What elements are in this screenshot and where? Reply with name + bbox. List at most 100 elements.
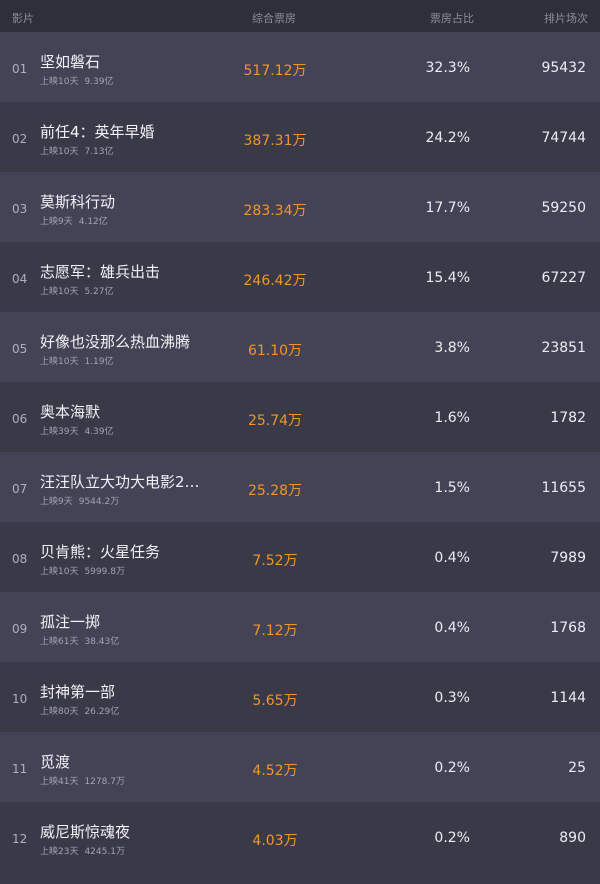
rank: 06 [12, 412, 28, 426]
table-row[interactable]: 11 觅渡 上映41天 1278.7万 4.52万 0.2% 25 [0, 732, 600, 802]
movie-title[interactable]: 贝肯熊：火星任务 [40, 543, 161, 561]
rank: 01 [12, 62, 28, 76]
header-film: 影片 [12, 12, 34, 25]
table-row[interactable]: 05 好像也没那么热血沸腾 上映10天 1.19亿 61.10万 3.8% 238… [0, 312, 600, 382]
box-office: 246.42万 [243, 273, 307, 289]
box-office-share: 0.3% [434, 690, 470, 706]
box-office: 283.34万 [243, 203, 307, 219]
rank: 12 [12, 832, 28, 846]
rank: 11 [12, 762, 28, 776]
release-days: 上映23天 [40, 847, 79, 857]
table-header: 影片 综合票房 票房占比 排片场次 [0, 0, 600, 32]
box-office-share: 24.2% [425, 130, 470, 146]
box-office: 4.03万 [252, 833, 298, 849]
box-office-share: 0.2% [434, 830, 470, 846]
release-days: 上映10天 [40, 147, 79, 157]
movie-title[interactable]: 威尼斯惊魂夜 [40, 823, 131, 841]
movie-subinfo: 上映39天 4.39亿 [40, 424, 114, 437]
total-box-office: 5999.8万 [84, 567, 125, 577]
rank: 02 [12, 132, 28, 146]
table-row[interactable]: 01 坚如磐石 上映10天 9.39亿 517.12万 32.3% 95432 [0, 32, 600, 102]
release-days: 上映9天 [40, 217, 73, 227]
show-count: 67227 [541, 270, 586, 286]
box-office-share: 32.3% [425, 60, 470, 76]
total-box-office: 9544.2万 [78, 497, 120, 507]
rank: 10 [12, 692, 28, 706]
table-row[interactable]: 07 汪汪队立大功大电影2… 上映9天 9544.2万 25.28万 1.5% 1… [0, 452, 600, 522]
rank: 03 [12, 202, 28, 216]
movie-subinfo: 上映10天 9.39亿 [40, 74, 114, 87]
movie-subinfo: 上映61天 38.43亿 [40, 634, 119, 647]
header-box-office[interactable]: 综合票房 [252, 12, 296, 25]
movie-list: 01 坚如磐石 上映10天 9.39亿 517.12万 32.3% 95432 0… [0, 32, 600, 872]
box-office: 25.28万 [247, 483, 303, 499]
total-box-office: 4.12亿 [78, 217, 108, 227]
movie-title[interactable]: 封神第一部 [40, 683, 116, 701]
movie-subinfo: 上映80天 26.29亿 [40, 704, 119, 717]
show-count: 1782 [550, 410, 586, 426]
movie-subinfo: 上映10天 5999.8万 [40, 564, 125, 577]
movie-title[interactable]: 觅渡 [40, 753, 71, 771]
release-days: 上映9天 [40, 497, 73, 507]
box-office: 7.12万 [252, 623, 298, 639]
release-days: 上映41天 [40, 777, 79, 787]
total-box-office: 7.13亿 [84, 147, 114, 157]
show-count: 890 [559, 830, 586, 846]
total-box-office: 5.27亿 [84, 287, 114, 297]
release-days: 上映10天 [40, 287, 79, 297]
show-count: 23851 [541, 340, 586, 356]
rank: 09 [12, 622, 28, 636]
total-box-office: 1.19亿 [84, 357, 114, 367]
box-office-share: 0.4% [434, 620, 470, 636]
table-row[interactable]: 12 威尼斯惊魂夜 上映23天 4245.1万 4.03万 0.2% 890 [0, 802, 600, 872]
total-box-office: 1278.7万 [84, 777, 125, 787]
show-count: 59250 [541, 200, 586, 216]
movie-subinfo: 上映10天 7.13亿 [40, 144, 114, 157]
movie-title[interactable]: 奥本海默 [40, 403, 101, 421]
total-box-office: 4.39亿 [84, 427, 114, 437]
release-days: 上映39天 [40, 427, 79, 437]
box-office: 7.52万 [252, 553, 298, 569]
release-days: 上映10天 [40, 357, 79, 367]
rank: 07 [12, 482, 28, 496]
show-count: 7989 [550, 550, 586, 566]
box-office: 61.10万 [247, 343, 303, 359]
movie-subinfo: 上映10天 1.19亿 [40, 354, 114, 367]
release-days: 上映10天 [40, 77, 79, 87]
table-row[interactable]: 08 贝肯熊：火星任务 上映10天 5999.8万 7.52万 0.4% 7989 [0, 522, 600, 592]
table-row[interactable]: 06 奥本海默 上映39天 4.39亿 25.74万 1.6% 1782 [0, 382, 600, 452]
table-row[interactable]: 03 莫斯科行动 上映9天 4.12亿 283.34万 17.7% 59250 [0, 172, 600, 242]
movie-title[interactable]: 志愿军：雄兵出击 [40, 263, 161, 281]
table-row[interactable]: 02 前任4：英年早婚 上映10天 7.13亿 387.31万 24.2% 747… [0, 102, 600, 172]
movie-subinfo: 上映9天 4.12亿 [40, 214, 108, 227]
box-office-share: 1.6% [434, 410, 470, 426]
show-count: 25 [568, 760, 586, 776]
table-row[interactable]: 09 孤注一掷 上映61天 38.43亿 7.12万 0.4% 1768 [0, 592, 600, 662]
table-row[interactable]: 10 封神第一部 上映80天 26.29亿 5.65万 0.3% 1144 [0, 662, 600, 732]
total-box-office: 9.39亿 [84, 77, 114, 87]
rank: 08 [12, 552, 28, 566]
box-office-share: 1.5% [434, 480, 470, 496]
movie-title[interactable]: 孤注一掷 [40, 613, 101, 631]
table-row[interactable]: 04 志愿军：雄兵出击 上映10天 5.27亿 246.42万 15.4% 672… [0, 242, 600, 312]
box-office: 387.31万 [243, 133, 307, 149]
movie-subinfo: 上映23天 4245.1万 [40, 844, 125, 857]
box-office: 25.74万 [247, 413, 303, 429]
movie-title[interactable]: 莫斯科行动 [40, 193, 116, 211]
show-count: 11655 [541, 480, 586, 496]
header-share[interactable]: 票房占比 [430, 12, 474, 25]
movie-title[interactable]: 汪汪队立大功大电影2… [40, 473, 200, 491]
box-office-share: 0.2% [434, 760, 470, 776]
box-office-share: 0.4% [434, 550, 470, 566]
show-count: 1768 [550, 620, 586, 636]
total-box-office: 38.43亿 [84, 637, 120, 647]
box-office: 4.52万 [252, 763, 298, 779]
movie-subinfo: 上映41天 1278.7万 [40, 774, 125, 787]
movie-subinfo: 上映9天 9544.2万 [40, 494, 119, 507]
movie-title[interactable]: 前任4：英年早婚 [40, 123, 155, 141]
release-days: 上映10天 [40, 567, 79, 577]
movie-title[interactable]: 坚如磐石 [40, 53, 101, 71]
movie-title[interactable]: 好像也没那么热血沸腾 [40, 333, 191, 351]
box-office-share: 15.4% [425, 270, 470, 286]
header-shows[interactable]: 排片场次 [544, 12, 588, 25]
